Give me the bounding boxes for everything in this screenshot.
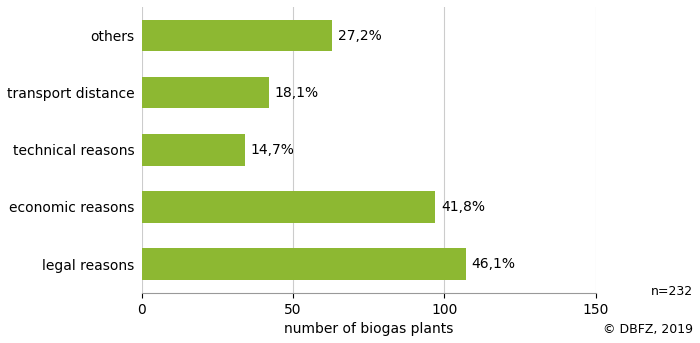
Bar — [141, 191, 435, 223]
Text: 46,1%: 46,1% — [472, 257, 516, 271]
Text: 14,7%: 14,7% — [251, 143, 295, 157]
Bar — [141, 20, 332, 51]
Bar — [141, 77, 269, 108]
Bar — [141, 248, 466, 280]
Text: © DBFZ, 2019: © DBFZ, 2019 — [603, 323, 693, 336]
X-axis label: number of biogas plants: number of biogas plants — [284, 322, 454, 336]
Bar — [141, 134, 244, 166]
Text: n=232: n=232 — [651, 285, 693, 298]
Text: 18,1%: 18,1% — [275, 86, 319, 100]
Text: 41,8%: 41,8% — [442, 200, 485, 214]
Text: 27,2%: 27,2% — [338, 29, 382, 43]
